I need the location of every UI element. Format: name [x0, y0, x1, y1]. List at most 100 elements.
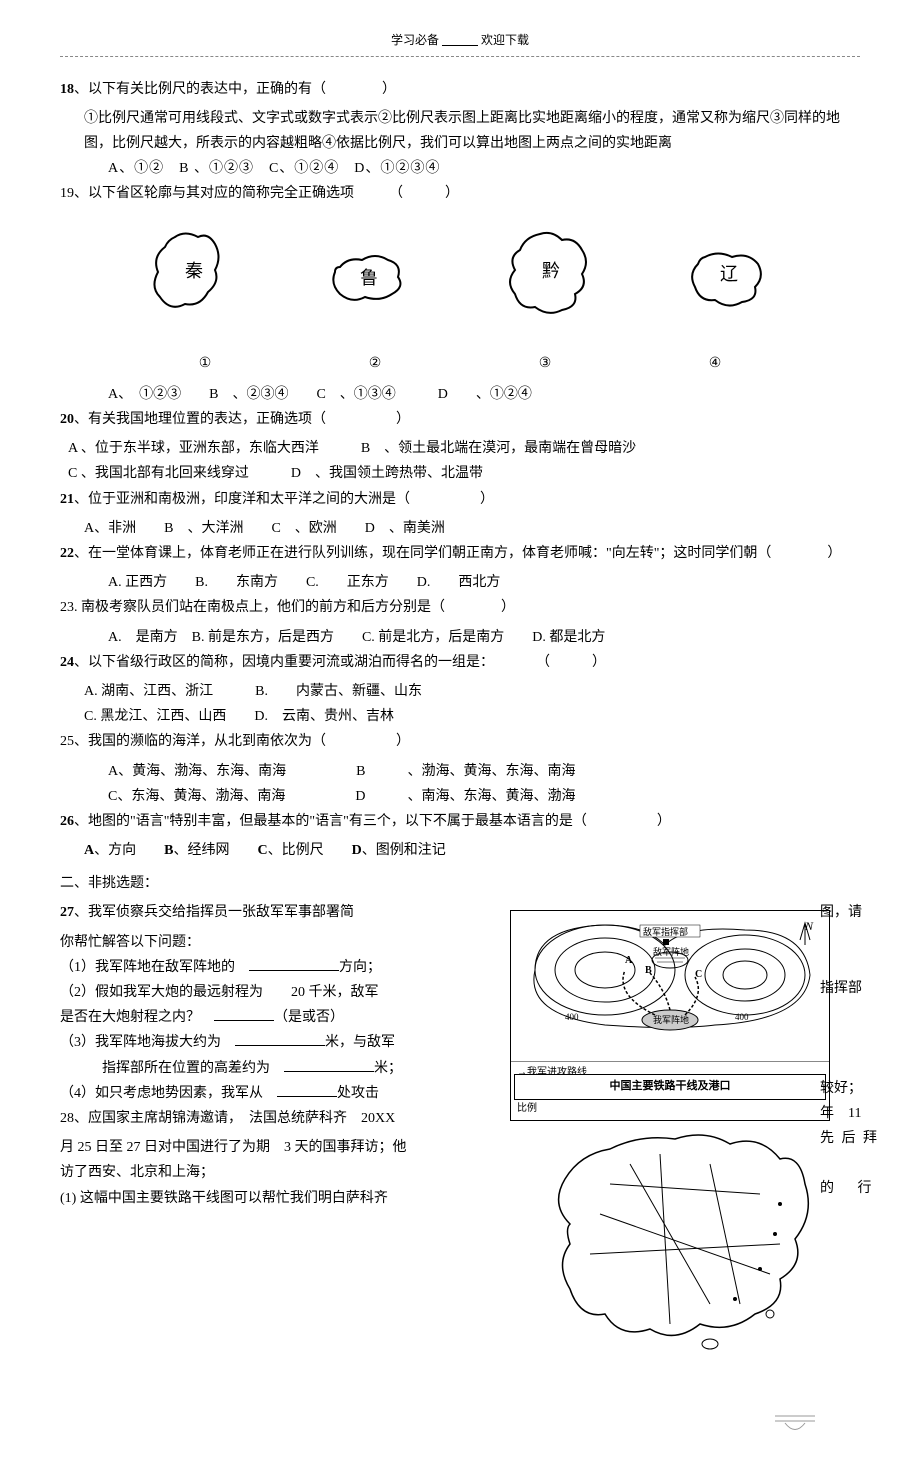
header-right: 欢迎下载	[481, 33, 529, 47]
q24-opts-ab: A. 湖南、江西、浙江 B. 内蒙古、新疆、山东	[60, 679, 860, 704]
svg-text:黔: 黔	[542, 261, 560, 281]
province-outlines-row: 秦 鲁 黔 辽	[60, 222, 860, 341]
question-24: 24、以下省级行政区的简称，因境内重要河流或湖泊而得名的一组是： （ ）	[60, 650, 860, 675]
q27-num: 27	[60, 905, 74, 920]
section-2-title: 二、非挑选题：	[60, 871, 860, 896]
china-map-title: 中国主要铁路干线及港口	[514, 1074, 826, 1100]
r-5: 年 11	[820, 1101, 880, 1126]
question-28: 28、应国家主席胡锦涛邀请， 法国总统萨科齐 20XX	[60, 1106, 500, 1131]
china-railway-map: 中国主要铁路干线及港口	[510, 1070, 830, 1350]
r-1: 图，请	[820, 900, 880, 925]
question-27: 27、我军侦察兵交给指挥员一张敌军军事部署简	[60, 900, 500, 925]
svg-text:秦: 秦	[185, 261, 203, 281]
q20-opts-ab: A 、位于东半球，亚洲东部，东临大西洋 B 、领土最北端在漠河，最南端在曾母暗沙	[60, 436, 860, 461]
q20-num: 20	[60, 412, 74, 427]
q24-stem: 、以下省级行政区的简称，因境内重要河流或湖泊而得名的一组是： （ ）	[74, 655, 606, 670]
q21-options: A、非洲 B 、大洋洲 C 、欧洲 D 、南美洲	[60, 516, 860, 541]
question-25: 25、我国的濒临的海洋，从北到南依次为（ ）	[60, 729, 860, 754]
q23-options: A. 是南方 B. 前是东方，后是西方 C. 前是北方，后是南方 D. 都是北方	[60, 625, 860, 650]
question-19: 19、以下省区轮廓与其对应的简称完全正确选项 （ ）	[60, 181, 860, 206]
q27-q28-wrap: N 敌军指挥部 敌军阵地	[60, 900, 860, 1370]
svg-text:敌军指挥部: 敌军指挥部	[643, 926, 688, 937]
province-numbers: ① ② ③ ④	[60, 351, 860, 376]
svg-text:鲁: 鲁	[360, 268, 378, 288]
q27-line2: 你帮忙解答以下问题：	[60, 930, 500, 955]
svg-text:辽: 辽	[720, 264, 738, 284]
q20-opts-cd: C 、我国北部有北回来线穿过 D 、我国领土跨热带、北温带	[60, 461, 860, 486]
q19-num: 19	[60, 186, 74, 201]
q25-num: 25	[60, 734, 74, 749]
num-4: ④	[709, 351, 722, 376]
q26-num: 26	[60, 814, 74, 829]
q22-options: A. 正西方 B. 东南方 C. 正东方 D. 西北方	[60, 570, 860, 595]
q28-line2: 月 25 日至 27 日对中国进行了为期 3 天的国事拜访；他	[60, 1135, 500, 1160]
q18-options: A、①② B 、①②③ C、①②④ D、①②③④	[60, 156, 860, 181]
svg-text:A: A	[625, 955, 633, 966]
contour-svg: N 敌军指挥部 敌军阵地	[515, 915, 825, 1060]
question-22: 22、在一堂体育课上，体育老师正在进行队列训练，现在同学们朝正南方，体育老师喊：…	[60, 541, 860, 566]
q24-num: 24	[60, 655, 74, 670]
q22-num: 22	[60, 546, 74, 561]
q27-sub4: （4）如只考虑地势因素，我军从 处攻击	[60, 1081, 500, 1106]
svg-text:我军阵地: 我军阵地	[653, 1014, 689, 1025]
question-23: 23. 南极考察队员们站在南极点上，他们的前方和后方分别是（ ）	[60, 595, 860, 620]
q18-num: 18	[60, 82, 74, 97]
question-20: 20、有关我国地理位置的表达，正确选项（ ）	[60, 407, 860, 432]
province-4: 辽	[670, 222, 790, 341]
province-outline-liao: 辽	[670, 222, 790, 332]
r-6: 先 后 拜	[820, 1126, 880, 1151]
q20-stem: 、有关我国地理位置的表达，正确选项（ ）	[74, 412, 410, 427]
province-1: 秦	[130, 222, 250, 341]
q18-stem: 、以下有关比例尺的表达中，正确的有（ ）	[74, 82, 396, 97]
question-26: 26、地图的"语言"特别丰富，但最基本的"语言"有三个，以下不属于最基本语言的是…	[60, 809, 860, 834]
r-4: 较好；	[820, 1076, 880, 1101]
province-2: 鲁	[310, 222, 430, 341]
q25-opts-cd: C、东海、黄海、渤海、南海 D 、南海、东海、黄海、渤海	[60, 784, 860, 809]
q21-num: 21	[60, 492, 74, 507]
q28-num: 28	[60, 1111, 74, 1126]
province-3: 黔	[490, 222, 610, 341]
q28-sub1: (1) 这幅中国主要铁路干线图可以帮忙我们明白萨科齐	[60, 1186, 500, 1211]
province-outline-qian: 黔	[490, 222, 610, 332]
footer-icon	[770, 1401, 820, 1441]
footer-mark	[60, 1401, 860, 1450]
q27-sub2b: 是否在大炮射程之内？ （是或否）	[60, 1005, 500, 1030]
china-map-svg	[510, 1104, 830, 1354]
question-21: 21、位于亚洲和南极洲，印度洋和太平洋之间的大洲是（ ）	[60, 487, 860, 512]
province-outline-lu: 鲁	[310, 222, 430, 332]
q27-sub3a: （3）我军阵地海拔大约为 米，与敌军	[60, 1030, 500, 1055]
r-7: 的 行	[820, 1176, 880, 1201]
q19-stem: 、以下省区轮廓与其对应的简称完全正确选项 （ ）	[74, 186, 459, 201]
q23-stem: . 南极考察队员们站在南极点上，他们的前方和后方分别是（ ）	[74, 600, 515, 615]
q23-num: 23	[60, 600, 74, 615]
q28-stem: 、应国家主席胡锦涛邀请， 法国总统萨科齐 20XX	[74, 1111, 395, 1126]
q27-sub3c: 指挥部所在位置的高差约为 米；	[60, 1056, 500, 1081]
right-text-col: 图，请 指挥部 较好； 年 11 先 后 拜 的 行	[820, 900, 880, 1201]
q27-sub2a: （2）假如我军大炮的最远射程为 20 千米，敌军	[60, 980, 500, 1005]
num-3: ③	[539, 351, 552, 376]
q26-options: A、方向 B、经纬网 C、比例尺 D、图例和注记	[60, 838, 860, 863]
q27-text: 27、我军侦察兵交给指挥员一张敌军军事部署简 你帮忙解答以下问题： （1）我军阵…	[60, 900, 500, 1210]
q25-stem: 、我国的濒临的海洋，从北到南依次为（ ）	[74, 734, 410, 749]
q28-line3: 访了西安、北京和上海；	[60, 1160, 500, 1185]
r-2: 指挥部	[820, 976, 880, 1001]
q27-stem: 、我军侦察兵交给指挥员一张敌军军事部署简	[74, 905, 354, 920]
question-18: 18、以下有关比例尺的表达中，正确的有（ ）	[60, 77, 860, 102]
province-outline-qin: 秦	[130, 222, 250, 332]
svg-text:敌军阵地: 敌军阵地	[653, 946, 689, 957]
q22-stem: 、在一堂体育课上，体育老师正在进行队列训练，现在同学们朝正南方，体育老师喊："向…	[74, 546, 841, 561]
svg-text:400: 400	[565, 1012, 579, 1022]
q24-opts-cd: C. 黑龙江、江西、山西 D. 云南、贵州、吉林	[60, 704, 860, 729]
q21-stem: 、位于亚洲和南极洲，印度洋和太平洋之间的大洲是（ ）	[74, 492, 494, 507]
q27-sub1: （1）我军阵地在敌军阵地的 方向；	[60, 955, 500, 980]
svg-text:400: 400	[735, 1012, 749, 1022]
q18-statements: ①比例尺通常可用线段式、文字式或数字式表示②比例尺表示图上距离比实地距离缩小的程…	[60, 106, 860, 156]
page-header: 学习必备 欢迎下载	[60, 30, 860, 52]
q25-opts-ab: A、黄海、渤海、东海、南海 B 、渤海、黄海、东海、南海	[60, 759, 860, 784]
num-2: ②	[369, 351, 382, 376]
header-left: 学习必备	[391, 33, 439, 47]
q26-stem: 、地图的"语言"特别丰富，但最基本的"语言"有三个，以下不属于最基本语言的是（ …	[74, 814, 671, 829]
q19-options: A、 ①②③ B 、②③④ C 、①③④ D 、①②④	[60, 382, 860, 407]
header-divider	[60, 56, 860, 57]
num-1: ①	[199, 351, 212, 376]
